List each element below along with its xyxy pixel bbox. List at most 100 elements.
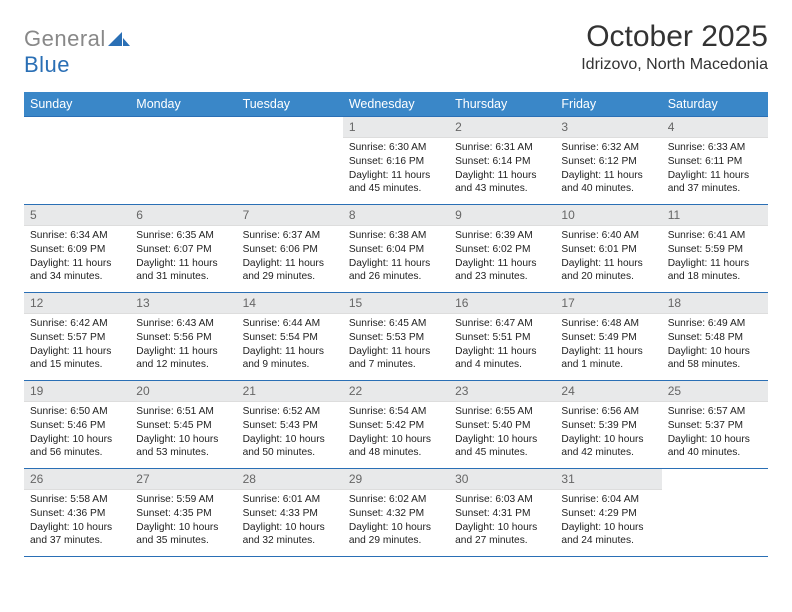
day-text: Sunrise: 6:35 AMSunset: 6:07 PMDaylight:… bbox=[130, 226, 236, 288]
weekday-header: Tuesday bbox=[237, 92, 343, 117]
day-number: 28 bbox=[237, 469, 343, 490]
day-text: Sunrise: 6:40 AMSunset: 6:01 PMDaylight:… bbox=[555, 226, 661, 288]
day-number: 23 bbox=[449, 381, 555, 402]
weekday-header: Monday bbox=[130, 92, 236, 117]
calendar-cell: 31Sunrise: 6:04 AMSunset: 4:29 PMDayligh… bbox=[555, 469, 661, 557]
calendar-cell: 23Sunrise: 6:55 AMSunset: 5:40 PMDayligh… bbox=[449, 381, 555, 469]
day-number: 4 bbox=[662, 117, 768, 138]
calendar-cell: 13Sunrise: 6:43 AMSunset: 5:56 PMDayligh… bbox=[130, 293, 236, 381]
calendar-cell: 26Sunrise: 5:58 AMSunset: 4:36 PMDayligh… bbox=[24, 469, 130, 557]
day-number: 6 bbox=[130, 205, 236, 226]
calendar-head: Sunday Monday Tuesday Wednesday Thursday… bbox=[24, 92, 768, 117]
calendar-cell: 6Sunrise: 6:35 AMSunset: 6:07 PMDaylight… bbox=[130, 205, 236, 293]
day-text: Sunrise: 6:52 AMSunset: 5:43 PMDaylight:… bbox=[237, 402, 343, 464]
day-text: Sunrise: 6:55 AMSunset: 5:40 PMDaylight:… bbox=[449, 402, 555, 464]
calendar-cell: 16Sunrise: 6:47 AMSunset: 5:51 PMDayligh… bbox=[449, 293, 555, 381]
day-text: Sunrise: 6:01 AMSunset: 4:33 PMDaylight:… bbox=[237, 490, 343, 552]
day-number: 31 bbox=[555, 469, 661, 490]
weekday-header: Wednesday bbox=[343, 92, 449, 117]
day-text: Sunrise: 6:33 AMSunset: 6:11 PMDaylight:… bbox=[662, 138, 768, 200]
day-number: 3 bbox=[555, 117, 661, 138]
day-number: 25 bbox=[662, 381, 768, 402]
logo-word1: General bbox=[24, 26, 106, 51]
header: GeneralBlue October 2025 Idrizovo, North… bbox=[24, 20, 768, 78]
day-text: Sunrise: 6:37 AMSunset: 6:06 PMDaylight:… bbox=[237, 226, 343, 288]
day-text: Sunrise: 6:31 AMSunset: 6:14 PMDaylight:… bbox=[449, 138, 555, 200]
day-number: 7 bbox=[237, 205, 343, 226]
page-title: October 2025 bbox=[581, 20, 768, 54]
day-text: Sunrise: 6:30 AMSunset: 6:16 PMDaylight:… bbox=[343, 138, 449, 200]
calendar-cell: 12Sunrise: 6:42 AMSunset: 5:57 PMDayligh… bbox=[24, 293, 130, 381]
weekday-header: Saturday bbox=[662, 92, 768, 117]
weekday-header: Sunday bbox=[24, 92, 130, 117]
day-text: Sunrise: 6:03 AMSunset: 4:31 PMDaylight:… bbox=[449, 490, 555, 552]
calendar-cell: 11Sunrise: 6:41 AMSunset: 5:59 PMDayligh… bbox=[662, 205, 768, 293]
day-number: 11 bbox=[662, 205, 768, 226]
day-number: 20 bbox=[130, 381, 236, 402]
day-number: 27 bbox=[130, 469, 236, 490]
day-text: Sunrise: 6:32 AMSunset: 6:12 PMDaylight:… bbox=[555, 138, 661, 200]
day-text: Sunrise: 6:04 AMSunset: 4:29 PMDaylight:… bbox=[555, 490, 661, 552]
calendar-table: Sunday Monday Tuesday Wednesday Thursday… bbox=[24, 92, 768, 557]
calendar-cell: 1Sunrise: 6:30 AMSunset: 6:16 PMDaylight… bbox=[343, 117, 449, 205]
day-number: 9 bbox=[449, 205, 555, 226]
day-number: 18 bbox=[662, 293, 768, 314]
calendar-cell: 9Sunrise: 6:39 AMSunset: 6:02 PMDaylight… bbox=[449, 205, 555, 293]
day-number: 5 bbox=[24, 205, 130, 226]
day-text: Sunrise: 6:44 AMSunset: 5:54 PMDaylight:… bbox=[237, 314, 343, 376]
calendar-cell: 17Sunrise: 6:48 AMSunset: 5:49 PMDayligh… bbox=[555, 293, 661, 381]
day-text: Sunrise: 6:42 AMSunset: 5:57 PMDaylight:… bbox=[24, 314, 130, 376]
weekday-header: Friday bbox=[555, 92, 661, 117]
sail-icon bbox=[108, 26, 130, 52]
day-text: Sunrise: 6:47 AMSunset: 5:51 PMDaylight:… bbox=[449, 314, 555, 376]
day-text: Sunrise: 6:02 AMSunset: 4:32 PMDaylight:… bbox=[343, 490, 449, 552]
calendar-cell: 24Sunrise: 6:56 AMSunset: 5:39 PMDayligh… bbox=[555, 381, 661, 469]
day-number: 10 bbox=[555, 205, 661, 226]
title-block: October 2025 Idrizovo, North Macedonia bbox=[581, 20, 768, 74]
calendar-cell: 8Sunrise: 6:38 AMSunset: 6:04 PMDaylight… bbox=[343, 205, 449, 293]
day-text: Sunrise: 6:43 AMSunset: 5:56 PMDaylight:… bbox=[130, 314, 236, 376]
day-number: 29 bbox=[343, 469, 449, 490]
day-text: Sunrise: 6:49 AMSunset: 5:48 PMDaylight:… bbox=[662, 314, 768, 376]
day-text: Sunrise: 6:57 AMSunset: 5:37 PMDaylight:… bbox=[662, 402, 768, 464]
day-number: 26 bbox=[24, 469, 130, 490]
day-text: Sunrise: 6:56 AMSunset: 5:39 PMDaylight:… bbox=[555, 402, 661, 464]
day-text: Sunrise: 6:41 AMSunset: 5:59 PMDaylight:… bbox=[662, 226, 768, 288]
day-text: Sunrise: 6:45 AMSunset: 5:53 PMDaylight:… bbox=[343, 314, 449, 376]
day-number: 12 bbox=[24, 293, 130, 314]
day-text: Sunrise: 5:59 AMSunset: 4:35 PMDaylight:… bbox=[130, 490, 236, 552]
calendar-cell bbox=[662, 469, 768, 557]
day-number: 30 bbox=[449, 469, 555, 490]
day-number: 16 bbox=[449, 293, 555, 314]
day-number: 19 bbox=[24, 381, 130, 402]
location: Idrizovo, North Macedonia bbox=[581, 56, 768, 74]
calendar-cell: 20Sunrise: 6:51 AMSunset: 5:45 PMDayligh… bbox=[130, 381, 236, 469]
day-number: 8 bbox=[343, 205, 449, 226]
calendar-cell: 22Sunrise: 6:54 AMSunset: 5:42 PMDayligh… bbox=[343, 381, 449, 469]
calendar-cell: 27Sunrise: 5:59 AMSunset: 4:35 PMDayligh… bbox=[130, 469, 236, 557]
calendar-cell: 10Sunrise: 6:40 AMSunset: 6:01 PMDayligh… bbox=[555, 205, 661, 293]
calendar-cell: 28Sunrise: 6:01 AMSunset: 4:33 PMDayligh… bbox=[237, 469, 343, 557]
day-number: 22 bbox=[343, 381, 449, 402]
calendar-cell: 30Sunrise: 6:03 AMSunset: 4:31 PMDayligh… bbox=[449, 469, 555, 557]
calendar-cell: 19Sunrise: 6:50 AMSunset: 5:46 PMDayligh… bbox=[24, 381, 130, 469]
day-text: Sunrise: 6:51 AMSunset: 5:45 PMDaylight:… bbox=[130, 402, 236, 464]
day-text: Sunrise: 6:50 AMSunset: 5:46 PMDaylight:… bbox=[24, 402, 130, 464]
day-text: Sunrise: 6:34 AMSunset: 6:09 PMDaylight:… bbox=[24, 226, 130, 288]
weekday-header: Thursday bbox=[449, 92, 555, 117]
calendar-row: 1Sunrise: 6:30 AMSunset: 6:16 PMDaylight… bbox=[24, 117, 768, 205]
day-number: 15 bbox=[343, 293, 449, 314]
calendar-cell: 5Sunrise: 6:34 AMSunset: 6:09 PMDaylight… bbox=[24, 205, 130, 293]
calendar-cell: 2Sunrise: 6:31 AMSunset: 6:14 PMDaylight… bbox=[449, 117, 555, 205]
calendar-cell bbox=[237, 117, 343, 205]
calendar-cell: 3Sunrise: 6:32 AMSunset: 6:12 PMDaylight… bbox=[555, 117, 661, 205]
calendar-cell: 7Sunrise: 6:37 AMSunset: 6:06 PMDaylight… bbox=[237, 205, 343, 293]
day-number: 24 bbox=[555, 381, 661, 402]
calendar-row: 12Sunrise: 6:42 AMSunset: 5:57 PMDayligh… bbox=[24, 293, 768, 381]
day-number: 17 bbox=[555, 293, 661, 314]
calendar-cell: 18Sunrise: 6:49 AMSunset: 5:48 PMDayligh… bbox=[662, 293, 768, 381]
day-number: 2 bbox=[449, 117, 555, 138]
calendar-cell: 29Sunrise: 6:02 AMSunset: 4:32 PMDayligh… bbox=[343, 469, 449, 557]
calendar-cell bbox=[130, 117, 236, 205]
day-text: Sunrise: 6:48 AMSunset: 5:49 PMDaylight:… bbox=[555, 314, 661, 376]
